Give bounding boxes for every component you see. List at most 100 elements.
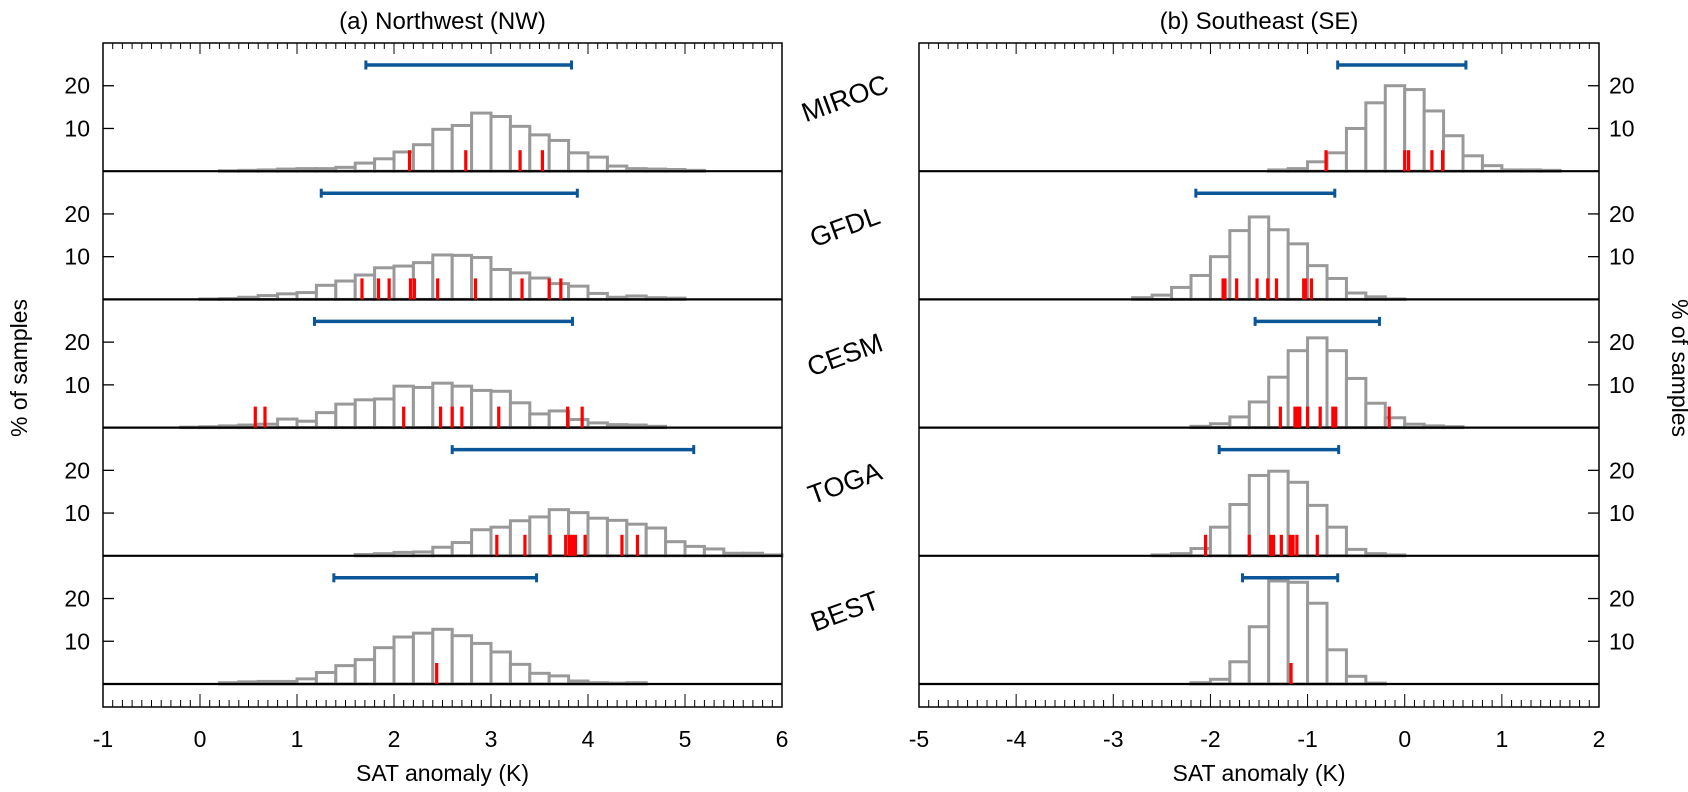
observed-tick [435, 663, 439, 684]
histogram-bar [489, 267, 512, 301]
histogram-bar [334, 664, 357, 686]
histogram-bar [450, 634, 474, 686]
observed-tick [376, 278, 381, 300]
histogram-bar [1247, 473, 1271, 558]
observed-tick [497, 406, 501, 428]
histogram-bar [1170, 285, 1193, 301]
histogram-bar [567, 417, 590, 430]
observed-tick [1304, 278, 1308, 300]
y-tick-label: 20 [64, 457, 90, 483]
observed-tick [253, 406, 257, 428]
histogram-bar [567, 151, 590, 173]
histogram-bar [1189, 273, 1212, 301]
histogram-bar [411, 143, 435, 173]
histogram-bar [547, 138, 571, 173]
histogram-bar [664, 540, 687, 558]
row-best: 10 20 [64, 573, 782, 686]
histogram-bar [547, 674, 571, 686]
histogram-bar [1247, 400, 1271, 430]
x-tick-label: 5 [679, 726, 692, 752]
histogram-bar [1442, 134, 1465, 173]
histogram-bar [1267, 579, 1290, 686]
histogram-bar [1344, 674, 1368, 686]
histogram-bar [431, 253, 454, 301]
histogram-bar [353, 273, 377, 301]
observed-tick [570, 534, 575, 556]
histogram-bar [334, 279, 357, 301]
observed-tick [1266, 278, 1270, 300]
histogram-bar [334, 402, 357, 430]
histogram-bar [1247, 625, 1271, 686]
panel-southeast: (b) Southeast (SE)10201020102010201020-5… [909, 8, 1635, 786]
observed-tick [635, 534, 640, 556]
observed-tick [1293, 406, 1297, 428]
observed-tick [573, 534, 577, 556]
observed-tick [1430, 150, 1434, 172]
row-toga: 10 20 [64, 445, 784, 558]
observed-tick [523, 534, 527, 556]
observed-tick [1279, 534, 1283, 556]
y-tick-label: 20 [64, 201, 90, 227]
row-miroc: 10 20 [919, 60, 1635, 173]
observed-tick [620, 534, 624, 556]
observed-tick [583, 534, 587, 556]
observed-tick [1291, 534, 1295, 556]
histogram-bar [470, 388, 493, 430]
observed-tick [1403, 150, 1407, 172]
histogram-bar [470, 641, 493, 686]
model-label-toga: TOGA [804, 456, 886, 510]
x-axis-label: SAT anomaly (K) [1173, 760, 1346, 786]
histogram-bar [470, 111, 493, 173]
observed-tick [438, 406, 443, 428]
histogram-bar [1208, 525, 1232, 558]
model-labels: MIROC GFDL CESM TOGA BEST [798, 69, 893, 637]
observed-tick [1318, 406, 1322, 428]
histogram-bar [508, 519, 532, 558]
observed-tick [1289, 663, 1293, 684]
histogram-bar [1364, 401, 1387, 430]
histogram-bar [489, 115, 512, 173]
histogram-bar [1325, 525, 1348, 558]
y-tick-label: 20 [64, 586, 90, 612]
histogram-bar [1325, 151, 1348, 173]
histogram-bar [605, 518, 629, 558]
histogram-bar [373, 157, 396, 173]
x-tick-label: 4 [582, 726, 595, 752]
observed-tick [540, 150, 545, 172]
histogram-bar [1228, 415, 1251, 430]
y-tick-label: 20 [1609, 457, 1635, 483]
observed-tick [407, 150, 412, 172]
histogram-bar [392, 635, 415, 686]
histogram-bar [586, 516, 609, 558]
observed-tick [1309, 278, 1314, 300]
histogram-bar [1267, 375, 1290, 430]
model-label-best: BEST [807, 585, 884, 637]
histogram-bar [411, 631, 435, 686]
histogram-bar [373, 397, 396, 430]
x-tick-label: -5 [909, 726, 929, 752]
y-tick-label: 20 [1609, 73, 1635, 99]
histogram-bar [1461, 154, 1484, 173]
observed-tick [1271, 534, 1276, 556]
observed-tick [564, 534, 568, 556]
y-tick-label: 10 [1609, 500, 1635, 526]
histogram-bar [353, 398, 377, 430]
panel-northwest: (a) Northwest (NW)10201020102010201020-1… [64, 8, 788, 786]
histogram-bar [450, 123, 474, 173]
histogram-bar [1228, 229, 1251, 301]
x-tick-label: 2 [388, 726, 401, 752]
observed-tick [520, 278, 524, 300]
x-tick-label: 1 [291, 726, 304, 752]
histogram-bar [1306, 336, 1329, 430]
x-tick-label: -1 [1297, 726, 1317, 752]
x-tick-label: 1 [1495, 726, 1508, 752]
histogram-bar [470, 528, 493, 558]
histogram-bar [353, 658, 377, 686]
x-tick-label: 3 [485, 726, 498, 752]
observed-tick [1221, 278, 1225, 300]
histogram-bar [276, 417, 299, 430]
histogram-bar [508, 271, 532, 301]
histogram-bar [508, 662, 532, 686]
histogram-bar [1267, 228, 1290, 301]
